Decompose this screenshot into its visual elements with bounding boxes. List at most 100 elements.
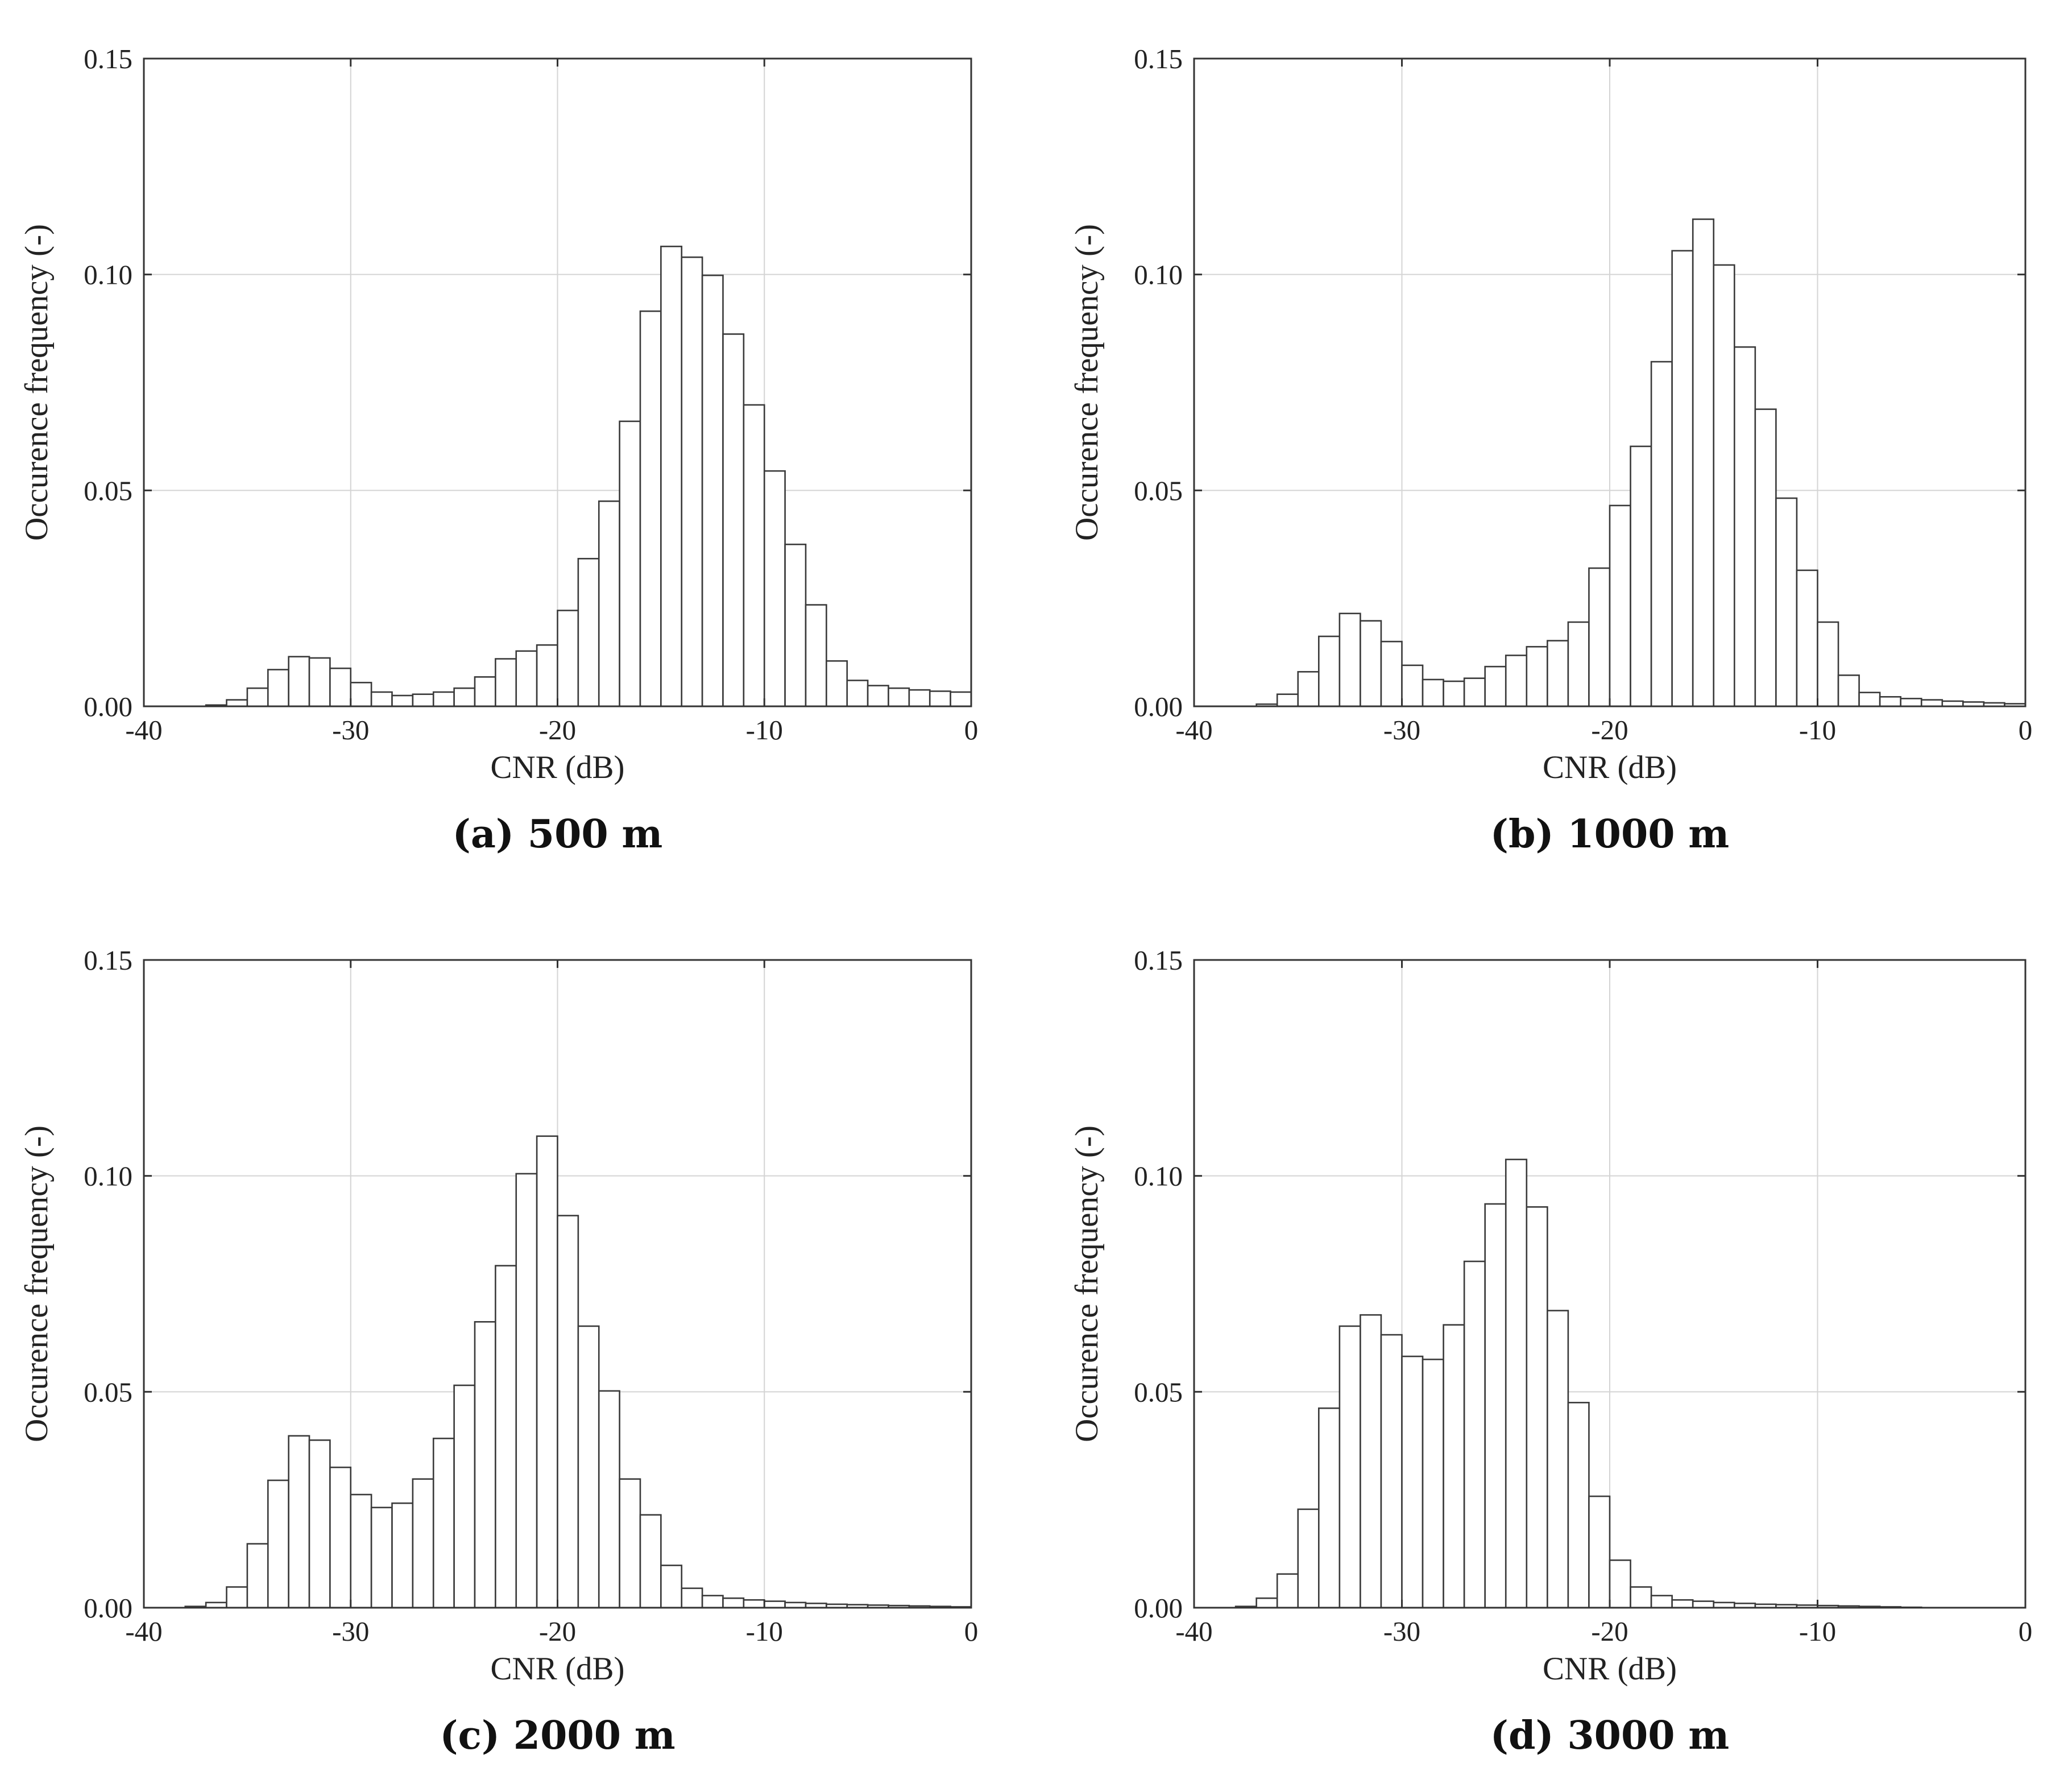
- histogram-bar: [453, 1384, 476, 1609]
- histogram-bar: [1630, 445, 1652, 707]
- histogram-bar: [1630, 1586, 1652, 1609]
- x-tick-label: -40: [125, 714, 162, 746]
- histogram-bar: [826, 660, 848, 707]
- histogram-bar: [1422, 1359, 1444, 1609]
- y-tick-label: 0.15: [84, 945, 132, 976]
- histogram-bar: [350, 681, 372, 707]
- histogram-bar: [1588, 1495, 1611, 1609]
- histogram-bar: [1588, 567, 1611, 707]
- x-tick-label: -10: [746, 1616, 783, 1647]
- histogram-bar: [474, 1321, 496, 1609]
- histogram-bar: [805, 604, 827, 707]
- y-tick-label: 0.10: [84, 1161, 132, 1192]
- histogram-bar: [412, 693, 434, 707]
- histogram-bar: [1297, 1508, 1320, 1609]
- histogram-bar: [763, 1600, 786, 1609]
- y-tick-label: 0.15: [1134, 945, 1183, 976]
- histogram-bar: [908, 689, 931, 707]
- histogram-bar: [474, 676, 496, 707]
- histogram-bar: [1837, 674, 1860, 707]
- histogram-bar: [391, 694, 414, 707]
- histogram-bar: [1734, 346, 1756, 707]
- histogram-bar: [1692, 218, 1715, 707]
- histogram-bar: [1526, 645, 1548, 707]
- histogram-bar: [846, 680, 869, 707]
- histogram-bar: [1671, 1599, 1694, 1609]
- histogram-bar: [557, 1215, 579, 1609]
- histogram-bar: [1380, 640, 1403, 707]
- histogram-bar: [598, 1390, 620, 1609]
- histogram-bar: [1879, 696, 1902, 707]
- x-tick-label: -20: [1591, 714, 1628, 746]
- histogram-bar: [701, 274, 724, 707]
- histogram-bar: [1360, 620, 1382, 707]
- x-tick-label: 0: [2019, 1616, 2033, 1647]
- histogram-bar: [784, 543, 807, 707]
- histogram-bar: [1567, 621, 1590, 707]
- histogram-bar: [1484, 665, 1507, 707]
- y-tick-label: 0.00: [1134, 1592, 1183, 1624]
- histogram-bar: [391, 1502, 414, 1609]
- y-tick-label: 0.00: [84, 1592, 132, 1624]
- x-tick-label: 0: [964, 714, 979, 746]
- histogram-bar: [288, 1435, 310, 1609]
- histogram-bar: [350, 1493, 372, 1609]
- chart-panel-0: -40 -30 -20 -10 0 0.00 0.05 0.10 0.15 CNR (dB) Occ…: [19, 43, 979, 857]
- histogram-bar: [639, 310, 662, 707]
- y-axis-title: Occurence frequency (-): [19, 1125, 55, 1442]
- histogram-bar: [619, 1478, 641, 1609]
- histogram-bar: [1609, 1559, 1631, 1609]
- y-tick-label: 0.10: [1134, 1161, 1183, 1192]
- histogram-bar: [743, 404, 765, 707]
- histogram-bar: [329, 667, 352, 707]
- histogram-bar: [495, 658, 517, 707]
- histogram-bar: [1547, 640, 1569, 707]
- x-tick-label: -40: [1175, 714, 1212, 746]
- histogram-bar: [1796, 569, 1818, 707]
- histogram-bar: [888, 687, 910, 707]
- histogram-bar: [1650, 1595, 1673, 1609]
- chart-panel-3: -40 -30 -20 -10 0 0.00 0.05 0.10 0.15 CNR (dB) Occ…: [1069, 945, 2033, 1758]
- histogram-bar: [1380, 1334, 1403, 1609]
- x-axis-title: CNR (dB): [491, 1651, 625, 1687]
- histogram-bar: [1526, 1206, 1548, 1609]
- histogram-bar: [619, 420, 641, 707]
- x-tick-label: -30: [332, 714, 369, 746]
- histogram-bar: [515, 1173, 538, 1609]
- x-tick-label: -20: [539, 714, 576, 746]
- histogram-bar: [1276, 1573, 1299, 1609]
- x-tick-label: -30: [1383, 1616, 1420, 1647]
- histogram-bar: [432, 691, 455, 707]
- histogram-bar: [743, 1599, 765, 1609]
- histogram-bar: [1317, 635, 1341, 707]
- histogram-bar: [515, 650, 538, 707]
- y-tick-label: 0.05: [1134, 1376, 1183, 1408]
- x-tick-label: -40: [1175, 1616, 1212, 1647]
- histogram-bar: [1297, 670, 1320, 707]
- histogram-bar: [246, 1543, 269, 1609]
- x-axis-title: CNR (dB): [1543, 1651, 1677, 1687]
- histogram-bar: [1463, 677, 1486, 707]
- histogram-bar: [639, 1514, 662, 1609]
- histogram-bar: [267, 1479, 289, 1609]
- y-tick-label: 0.05: [1134, 475, 1183, 506]
- histogram-bar: [1360, 1314, 1382, 1609]
- histogram-bar: [1547, 1310, 1569, 1609]
- x-tick-label: -10: [1799, 714, 1836, 746]
- histogram-bar: [267, 669, 289, 707]
- histogram-bar: [1775, 497, 1798, 707]
- x-tick-label: 0: [964, 1616, 979, 1647]
- panel-caption: (a) 500 m: [453, 812, 663, 857]
- histogram-bar: [1317, 1407, 1341, 1609]
- histogram-bar: [577, 1325, 600, 1609]
- x-axis-title: CNR (dB): [1543, 750, 1677, 785]
- panel-caption: (b) 1000 m: [1490, 812, 1729, 857]
- histogram-bar: [1484, 1203, 1507, 1609]
- histogram-bar: [1609, 504, 1631, 707]
- x-tick-label: -10: [1799, 1616, 1836, 1647]
- x-tick-label: 0: [2019, 714, 2033, 746]
- histogram-bar: [1505, 1158, 1528, 1609]
- x-tick-label: -40: [125, 1616, 162, 1647]
- panel-caption: (c) 2000 m: [440, 1713, 675, 1758]
- histogram-bar: [370, 691, 393, 707]
